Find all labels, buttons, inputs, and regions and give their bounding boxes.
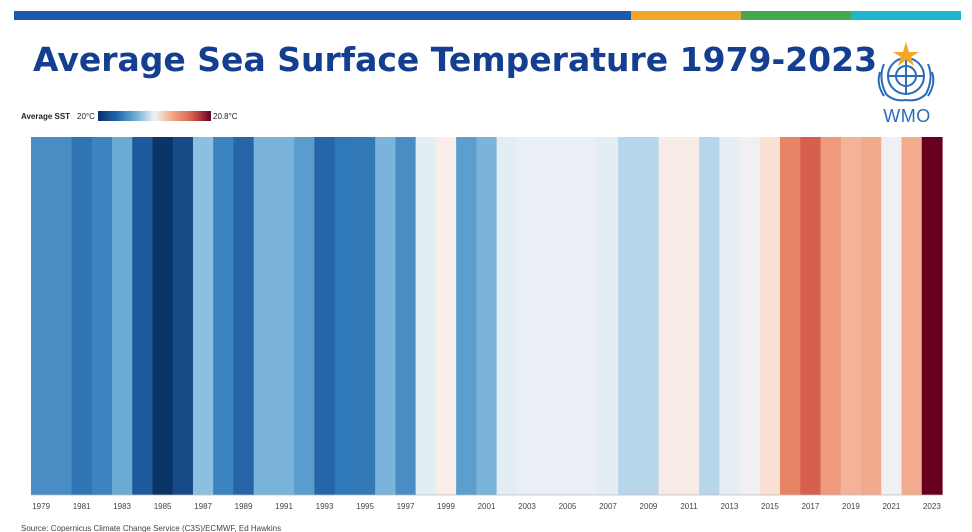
x-tick-label: 2019 — [842, 502, 860, 511]
stripe-1982 — [91, 137, 113, 495]
stripe-1986 — [172, 137, 194, 495]
stripe-2023 — [921, 137, 943, 495]
x-tick-label: 2009 — [640, 502, 658, 511]
x-tick-label: 1983 — [113, 502, 131, 511]
stripe-2005 — [557, 137, 579, 495]
stripe-1987 — [192, 137, 214, 495]
stripe-2013 — [719, 137, 741, 495]
stripe-1989 — [233, 137, 255, 495]
stripe-2011 — [678, 137, 700, 495]
x-tick-label: 1993 — [316, 502, 334, 511]
stripe-1983 — [111, 137, 133, 495]
stripe-2007 — [597, 137, 619, 495]
x-tick-label: 2001 — [478, 502, 496, 511]
x-tick-label: 1981 — [73, 502, 91, 511]
stripe-1996 — [375, 137, 396, 495]
x-tick-label: 2023 — [923, 502, 941, 511]
legend-title: Average SST — [21, 112, 71, 121]
x-tick-label: 2021 — [882, 502, 900, 511]
stripe-2001 — [476, 137, 498, 495]
stripe-2016 — [780, 137, 801, 495]
stripe-2021 — [881, 137, 903, 495]
x-tick-label: 2013 — [721, 502, 739, 511]
stripe-2019 — [840, 137, 862, 495]
stripe-1981 — [71, 137, 93, 495]
stripe-1999 — [435, 137, 457, 495]
stripe-2002 — [496, 137, 518, 495]
stripe-1980 — [51, 137, 73, 495]
stripe-2017 — [800, 137, 822, 495]
stripe-1994 — [334, 137, 356, 495]
top-bar-green — [741, 11, 851, 20]
top-bar-blue — [14, 11, 631, 20]
stripe-1984 — [132, 137, 154, 495]
stripe-2008 — [618, 137, 639, 495]
page-title: Average Sea Surface Temperature 1979-202… — [33, 40, 878, 79]
x-tick-label: 1991 — [275, 502, 293, 511]
x-tick-label: 2003 — [518, 502, 536, 511]
top-bar-orange — [631, 11, 741, 20]
x-tick-label: 2015 — [761, 502, 779, 511]
stripe-2003 — [516, 137, 538, 495]
x-tick-label: 1997 — [397, 502, 415, 511]
stripe-1997 — [395, 137, 417, 495]
stripe-2004 — [537, 137, 558, 495]
x-tick-label: 2017 — [802, 502, 820, 511]
stripe-1992 — [294, 137, 316, 495]
x-tick-label: 2011 — [680, 502, 698, 511]
legend-max-label: 20.8°C — [213, 112, 238, 121]
stripe-2020 — [861, 137, 882, 495]
stripe-1988 — [213, 137, 235, 495]
stripe-2015 — [759, 137, 781, 495]
x-tick-label: 1995 — [356, 502, 374, 511]
stripe-1998 — [415, 137, 437, 495]
logo-text: WMO — [883, 106, 931, 126]
stripe-2006 — [577, 137, 599, 495]
x-tick-label: 2005 — [559, 502, 577, 511]
x-tick-label: 1979 — [32, 502, 50, 511]
stripe-2000 — [456, 137, 477, 495]
stripe-1985 — [152, 137, 174, 495]
un-emblem-icon — [877, 42, 935, 102]
stripe-1991 — [273, 137, 295, 495]
stripe-2009 — [638, 137, 660, 495]
legend-min-label: 20°C — [77, 112, 95, 121]
x-tick-label: 1989 — [235, 502, 253, 511]
stripe-2018 — [820, 137, 842, 495]
stripe-2014 — [739, 137, 761, 495]
stripe-1993 — [314, 137, 336, 495]
x-tick-label: 2007 — [599, 502, 617, 511]
stripe-2022 — [901, 137, 923, 495]
stripe-1979 — [31, 137, 52, 495]
x-tick-label: 1985 — [154, 502, 172, 511]
stripe-1990 — [253, 137, 275, 495]
stripe-1995 — [354, 137, 376, 495]
top-bar-cyan — [851, 11, 961, 20]
source-footnote: Source: Copernicus Climate Change Servic… — [21, 524, 282, 532]
x-tick-label: 1987 — [194, 502, 212, 511]
x-tick-label: 1999 — [437, 502, 455, 511]
stripe-2010 — [658, 137, 680, 495]
legend-gradient — [98, 111, 211, 121]
stripe-2012 — [699, 137, 720, 495]
